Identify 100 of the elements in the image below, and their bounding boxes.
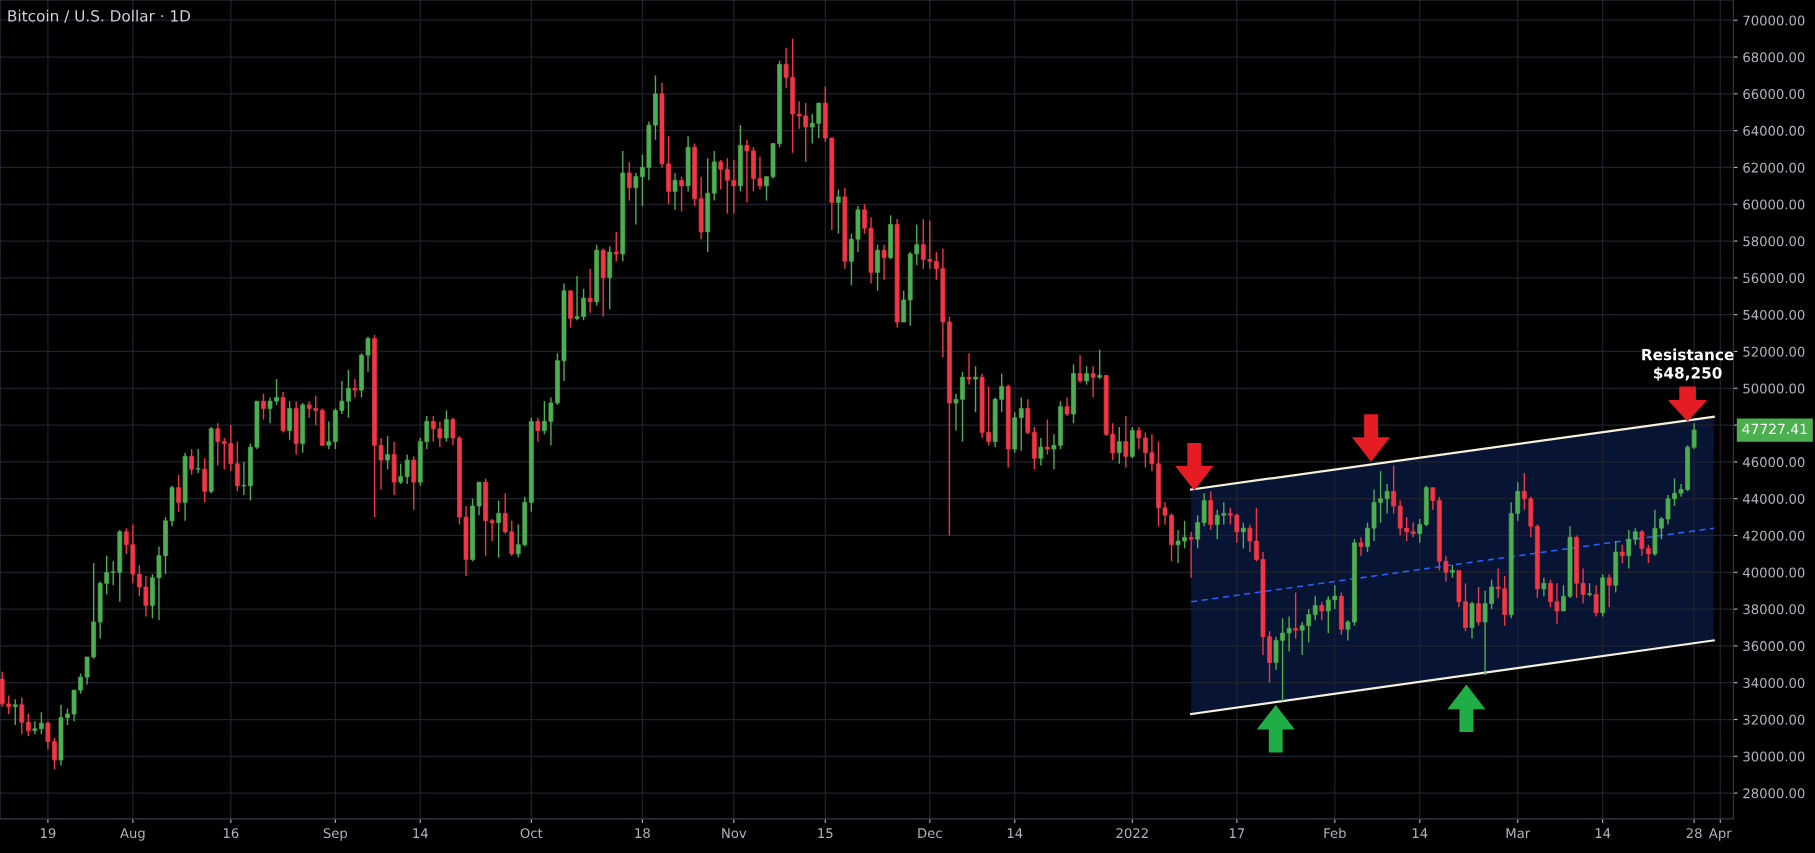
y-tick-label: 52000.00 xyxy=(1743,346,1805,357)
candlestick xyxy=(1116,426,1122,465)
x-tick-label: 17 xyxy=(1229,828,1245,838)
y-tick-label: 66000.00 xyxy=(1743,89,1805,100)
x-tick-label: Dec xyxy=(918,828,942,839)
candlestick xyxy=(1045,418,1050,456)
candlestick xyxy=(287,400,292,441)
candlestick xyxy=(1358,536,1364,557)
x-tick-label: 14 xyxy=(1007,828,1023,838)
x-tick-label: 14 xyxy=(1412,828,1428,838)
candlestick xyxy=(613,231,619,263)
text: 47727.41 xyxy=(1742,423,1807,434)
x-tick-label: 18 xyxy=(635,828,650,839)
candlestick xyxy=(1476,586,1481,627)
x-tick-label: 2022 xyxy=(1116,828,1148,839)
candlestick xyxy=(1417,518,1423,544)
candlestick xyxy=(1201,492,1207,527)
y-tick-label: 36000.00 xyxy=(1743,641,1805,652)
y-tick-label: 68000.00 xyxy=(1743,52,1805,63)
x-tick-label: 15 xyxy=(818,828,833,839)
y-tick-label: 54000.00 xyxy=(1743,309,1805,320)
y-tick-label: 60000.00 xyxy=(1743,199,1805,210)
y-tick-label: 56000.00 xyxy=(1743,273,1805,284)
candlestick xyxy=(1319,601,1325,621)
x-tick-label: 14 xyxy=(413,828,428,838)
candlestick xyxy=(1469,601,1475,640)
candlestick xyxy=(718,159,724,191)
candlestick xyxy=(1188,531,1194,579)
x-tick-label: 19 xyxy=(40,828,56,839)
candlestick xyxy=(1025,398,1031,435)
y-tick-label: 30000.00 xyxy=(1743,751,1805,762)
candlestick xyxy=(835,188,841,235)
candlestick xyxy=(1018,396,1024,452)
candlestick xyxy=(1241,521,1246,550)
candlestick xyxy=(966,352,972,386)
candlestick xyxy=(176,474,181,513)
candlestick xyxy=(1606,573,1612,608)
candlestick xyxy=(1077,354,1083,384)
y-tick-label: 44000.00 xyxy=(1743,493,1805,504)
candlestick xyxy=(672,172,678,211)
x-tick-label: 28 xyxy=(1686,828,1702,839)
candlestick xyxy=(875,244,880,292)
candlestick xyxy=(215,422,221,467)
candlestick xyxy=(1123,415,1129,469)
candlestick xyxy=(352,378,358,399)
y-tick-label: 34000.00 xyxy=(1743,677,1805,688)
candlestick xyxy=(1593,584,1599,618)
y-tick-label: 58000.00 xyxy=(1743,236,1805,247)
candlestick xyxy=(1430,486,1436,511)
candlestick xyxy=(535,417,541,443)
y-tick-label: 42000.00 xyxy=(1743,530,1805,541)
candlestick xyxy=(1064,396,1070,417)
y-tick-label: 70000.00 xyxy=(1743,15,1805,26)
text: Bitcoin / U.S. Dollar · 1D xyxy=(8,9,191,23)
candlestick xyxy=(1541,577,1547,597)
x-tick-label: Nov xyxy=(722,828,747,839)
x-tick-label: 16 xyxy=(223,828,239,839)
x-tick-label: Aug xyxy=(120,828,145,841)
candlestick xyxy=(234,440,240,493)
candlestick xyxy=(679,175,684,213)
y-tick-label: 38000.00 xyxy=(1743,604,1805,615)
y-tick-label: 46000.00 xyxy=(1743,457,1805,468)
candlestick xyxy=(261,393,266,421)
candlestick xyxy=(398,463,404,485)
candlestick xyxy=(326,420,332,450)
candlestick xyxy=(496,499,502,559)
x-tick-label: Oct xyxy=(520,828,543,839)
candlestick xyxy=(881,244,887,281)
candlestick xyxy=(1208,490,1214,531)
candlestick xyxy=(901,290,907,323)
x-tick-label: Apr xyxy=(1708,828,1732,841)
candlestick xyxy=(195,448,201,474)
candlestick xyxy=(1195,514,1201,550)
candlestick xyxy=(25,713,31,737)
candlestick xyxy=(1090,365,1096,399)
candlestick xyxy=(1626,529,1632,570)
candlestick xyxy=(1293,591,1299,640)
candlestick xyxy=(202,457,208,504)
candlestick xyxy=(587,267,593,314)
y-tick-label: 64000.00 xyxy=(1743,125,1805,136)
candlestick xyxy=(404,453,410,485)
candlestick xyxy=(973,365,978,413)
y-tick-label: 40000.00 xyxy=(1743,567,1805,578)
candlestick xyxy=(189,448,194,476)
candlestick xyxy=(12,698,18,726)
y-tick-label: 62000.00 xyxy=(1743,162,1805,173)
candlestick xyxy=(385,435,390,470)
x-tick-label: Feb xyxy=(1324,827,1346,839)
candlestick xyxy=(626,161,632,202)
annotation: Resistance $48,250 xyxy=(1642,348,1734,381)
candlestick xyxy=(1312,595,1318,621)
candlestick xyxy=(411,455,417,511)
y-tick-label: 32000.00 xyxy=(1743,714,1805,725)
x-tick-label: Sep xyxy=(323,828,348,841)
y-tick-label: 50000.00 xyxy=(1743,383,1805,394)
candlestick xyxy=(1097,348,1103,380)
x-tick-label: Mar xyxy=(1506,828,1531,839)
candlestick xyxy=(1038,437,1044,467)
candlestick xyxy=(1084,365,1089,386)
y-tick-label: 28000.00 xyxy=(1743,788,1805,799)
